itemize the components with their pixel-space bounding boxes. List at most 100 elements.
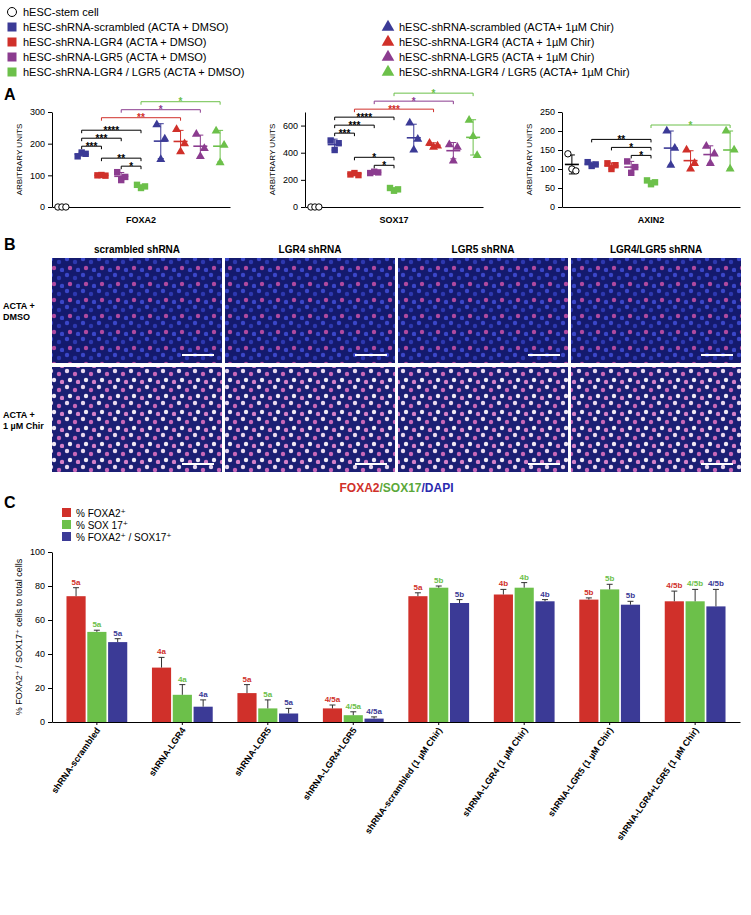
legend-label: % SOX 17⁺ bbox=[76, 520, 128, 531]
legend-swatch bbox=[62, 508, 71, 517]
error-bar bbox=[73, 588, 79, 597]
scale-bar bbox=[528, 463, 560, 465]
data-point bbox=[730, 145, 739, 153]
tick-mark bbox=[48, 688, 52, 689]
legend: hESC-stem cellhESC-shRNA-scrambled (ACTA… bbox=[8, 6, 630, 78]
axis-line bbox=[306, 207, 484, 208]
data-point bbox=[662, 126, 671, 134]
image-panel: scrambled shRNALGR4 shRNALGR5 shRNALGR4/… bbox=[3, 244, 741, 495]
x-axis-title: AXIN2 bbox=[638, 215, 665, 225]
legend-marker bbox=[382, 35, 395, 46]
y-axis: 050100150200250 bbox=[540, 107, 563, 212]
data-point bbox=[469, 131, 478, 139]
bar bbox=[535, 601, 554, 722]
tick-mark bbox=[48, 586, 52, 587]
data-point bbox=[573, 168, 579, 174]
marks bbox=[55, 119, 229, 210]
scale-bar bbox=[182, 354, 214, 356]
annotation: 5b bbox=[455, 590, 464, 599]
scale-bar bbox=[701, 463, 733, 465]
marks bbox=[565, 126, 739, 188]
error-bar bbox=[436, 586, 442, 588]
scale-bar bbox=[355, 354, 387, 356]
bar bbox=[621, 605, 640, 722]
bar bbox=[87, 632, 106, 722]
data-point bbox=[710, 149, 719, 157]
tick-mark bbox=[558, 131, 562, 132]
annotation: 5a bbox=[263, 690, 272, 699]
micrograph bbox=[571, 367, 741, 472]
tick-label: shRNA-LGR5 (1 µM Chir) bbox=[546, 726, 615, 819]
error-bar bbox=[244, 685, 250, 694]
legend-marker bbox=[382, 65, 395, 76]
data-point bbox=[216, 157, 225, 165]
row-label-line: DMSO bbox=[3, 312, 30, 322]
data-point bbox=[102, 172, 108, 178]
data-point bbox=[652, 179, 658, 185]
significance: ***************** bbox=[335, 88, 473, 171]
error-bar bbox=[329, 705, 335, 708]
axis-line bbox=[53, 207, 231, 208]
bar bbox=[323, 708, 342, 722]
row-label-line: ACTA + bbox=[3, 301, 35, 311]
legend-label: hESC-stem cell bbox=[23, 6, 99, 18]
tick-label: 300 bbox=[30, 107, 45, 117]
stain-label: FOXA2/SOX17/DAPI bbox=[339, 481, 453, 495]
y-axis-title: ARBITRARY UNITS bbox=[268, 124, 277, 196]
data-point bbox=[176, 146, 185, 154]
data-point bbox=[316, 204, 322, 210]
marks bbox=[308, 115, 482, 210]
tick-mark bbox=[558, 150, 562, 151]
significance-label: * bbox=[639, 150, 643, 161]
error-bar bbox=[115, 639, 121, 642]
data-point bbox=[413, 134, 422, 142]
data-point bbox=[433, 141, 442, 149]
tick-mark bbox=[301, 180, 305, 181]
error-bar bbox=[500, 589, 506, 594]
annotation: 5a bbox=[72, 578, 81, 587]
legend-marker bbox=[382, 20, 395, 31]
mean-line bbox=[446, 150, 460, 152]
panel-label: A bbox=[4, 86, 16, 103]
legend-marker bbox=[8, 68, 17, 77]
data-point bbox=[706, 158, 715, 166]
legend-marker bbox=[8, 23, 17, 32]
tick-label: shRNA-LGR4+LGR5 bbox=[301, 726, 359, 802]
data-point bbox=[565, 151, 571, 157]
bar bbox=[515, 588, 534, 722]
data-point bbox=[449, 156, 458, 164]
data-point bbox=[465, 115, 474, 123]
data-point bbox=[220, 140, 229, 148]
legend-label: hESC-shRNA-LGR5 (ACTA + 1µM Chir) bbox=[399, 51, 594, 63]
tick-label: shRNA-scrambled bbox=[49, 726, 102, 796]
data-point bbox=[409, 145, 418, 153]
data-point bbox=[212, 126, 221, 134]
x-axis bbox=[306, 207, 484, 208]
error-bar bbox=[265, 700, 271, 709]
legend-label: hESC-shRNA-LGR4 (ACTA + DMSO) bbox=[23, 36, 206, 48]
legend-marker bbox=[8, 53, 17, 62]
significance-label: *** bbox=[388, 104, 400, 115]
y-axis-title: % FOXA2⁺ / SOX17⁺ cells to total cells bbox=[14, 558, 24, 715]
significance-label: ** bbox=[617, 134, 625, 145]
micrograph bbox=[398, 367, 568, 472]
legend: % FOXA2⁺% SOX 17⁺% FOXA2⁺ / SOX17⁺ bbox=[62, 508, 172, 543]
x-axis: shRNA-scrambledshRNA-LGR4shRNA-LGR5shRNA… bbox=[49, 722, 740, 842]
row-label-line: 1 µM Chir bbox=[3, 421, 44, 431]
tick-label: 200 bbox=[30, 139, 45, 149]
tick-mark bbox=[301, 126, 305, 127]
tick-mark bbox=[182, 722, 183, 725]
data-point bbox=[122, 174, 128, 180]
error-bar bbox=[286, 708, 292, 713]
annotation: 4b bbox=[540, 590, 549, 599]
bar bbox=[600, 589, 619, 722]
scale-bar bbox=[701, 354, 733, 356]
column-header: LGR4/LGR5 shRNA bbox=[610, 244, 702, 255]
bar bbox=[494, 595, 513, 723]
tick-label: shRNA-LGR4+LGR5 (1 µM Chir) bbox=[615, 726, 701, 843]
error-bar bbox=[415, 593, 421, 596]
annotations: 5a4a5a4/5a5a4b5b4/5b5a4a5a4/5a5b4b5b4/5b… bbox=[72, 573, 724, 716]
data-point bbox=[160, 134, 169, 142]
tick-mark bbox=[48, 552, 52, 553]
scale-bar bbox=[528, 354, 560, 356]
